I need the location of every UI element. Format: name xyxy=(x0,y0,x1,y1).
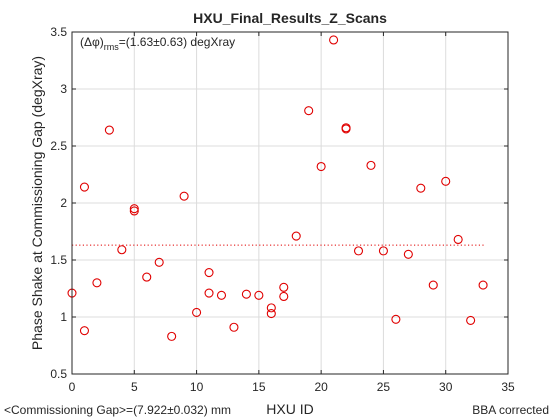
data-point xyxy=(279,282,289,292)
x-tick-label: 30 xyxy=(439,380,453,394)
x-tick-label: 25 xyxy=(377,380,391,394)
data-point xyxy=(92,278,102,288)
data-point xyxy=(403,249,413,259)
bba-corrected-note: BBA corrected xyxy=(472,403,549,417)
data-point xyxy=(391,314,401,324)
data-point xyxy=(204,267,214,278)
y-tick-label: 0.5 xyxy=(50,367,67,381)
data-point xyxy=(366,160,376,170)
data-point xyxy=(142,272,152,282)
data-point xyxy=(416,183,426,193)
chart-title: HXU_Final_Results_Z_Scans xyxy=(193,10,387,26)
y-tick-label: 3 xyxy=(60,82,67,96)
data-point xyxy=(466,315,476,325)
y-tick-label: 1.5 xyxy=(50,253,67,267)
y-tick-label: 2.5 xyxy=(50,139,67,153)
x-tick-label: 0 xyxy=(69,380,76,394)
data-point xyxy=(453,234,463,245)
data-point xyxy=(254,290,264,300)
annotation-suffix: =(1.63±0.63) degXray xyxy=(119,35,235,49)
commissioning-gap-note: <Commissioning Gap>=(7.922±0.032) mm xyxy=(4,403,231,417)
data-point xyxy=(192,307,202,317)
data-point xyxy=(329,35,339,45)
data-point xyxy=(216,290,227,300)
data-point xyxy=(117,245,127,255)
data-point xyxy=(129,204,139,214)
data-point xyxy=(279,291,289,302)
data-point xyxy=(291,231,301,241)
data-point xyxy=(204,288,214,298)
data-point xyxy=(79,326,90,336)
data-point xyxy=(266,309,276,319)
annotation-subscript: rms xyxy=(104,42,119,52)
stats-annotation: (Δφ)rms=(1.63±0.63) degXray xyxy=(80,35,235,52)
data-point xyxy=(304,106,314,116)
data-point xyxy=(266,303,276,313)
annotation-prefix: (Δφ) xyxy=(80,35,104,49)
x-tick-label: 15 xyxy=(252,380,266,394)
x-tick-label: 35 xyxy=(501,380,515,394)
y-tick-label: 1 xyxy=(60,310,67,324)
data-point xyxy=(378,246,388,256)
x-tick-label: 5 xyxy=(131,380,138,394)
data-point xyxy=(167,331,177,341)
data-point xyxy=(104,125,114,135)
data-point xyxy=(179,191,189,201)
x-axis-ticks: 0 5 10 15 20 25 30 35 xyxy=(69,32,515,394)
y-tick-label: 2 xyxy=(60,196,67,210)
data-point xyxy=(341,124,351,134)
x-tick-label: 10 xyxy=(190,380,204,394)
data-point xyxy=(353,246,364,256)
data-point xyxy=(129,206,139,216)
x-tick-label: 20 xyxy=(314,380,328,394)
data-point xyxy=(478,280,488,290)
data-point xyxy=(154,257,164,267)
x-axis-label: HXU ID xyxy=(266,401,313,417)
data-point xyxy=(316,161,326,172)
y-axis-label: Phase Shake at Commissioning Gap (degXra… xyxy=(29,56,45,350)
data-point xyxy=(428,280,438,290)
y-tick-label: 3.5 xyxy=(50,25,67,39)
data-point xyxy=(229,322,239,332)
data-point xyxy=(441,176,451,186)
data-point xyxy=(241,289,251,299)
y-axis-ticks: 0.5 1 1.5 2 2.5 3 3.5 xyxy=(50,25,508,381)
data-point xyxy=(79,182,90,192)
